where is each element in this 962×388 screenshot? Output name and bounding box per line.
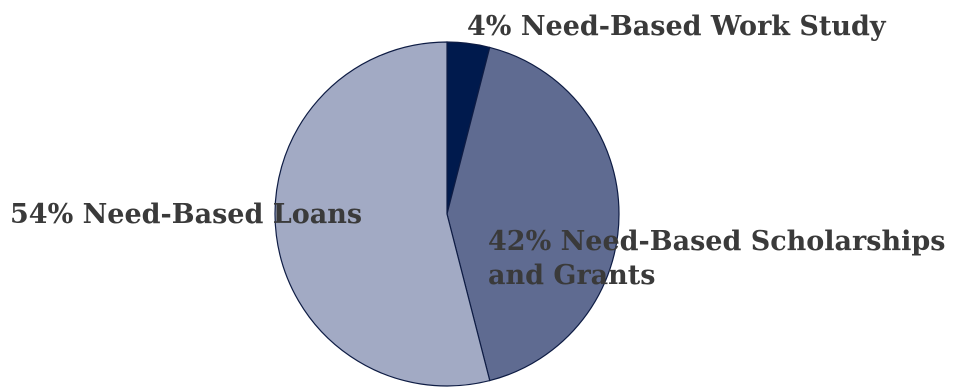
slice-loans xyxy=(274,41,491,387)
label-loans-line-1: 54% Need-Based Loans xyxy=(10,199,362,230)
pie-slices xyxy=(274,41,620,387)
label-scholarships-line-2: and Grants xyxy=(488,260,655,291)
label-work-study: 4% Need-Based Work Study xyxy=(467,11,887,42)
slice-scholarships-grants xyxy=(446,46,620,382)
label-work-study-line-1: 4% Need-Based Work Study xyxy=(467,11,887,42)
label-scholarships-line-1: 42% Need-Based Scholarships xyxy=(488,226,945,257)
label-scholarships-grants: 42% Need-Based Scholarships and Grants xyxy=(488,226,955,291)
slice-labels: 4% Need-Based Work Study 42% Need-Based … xyxy=(10,11,955,291)
label-loans: 54% Need-Based Loans xyxy=(10,199,362,230)
